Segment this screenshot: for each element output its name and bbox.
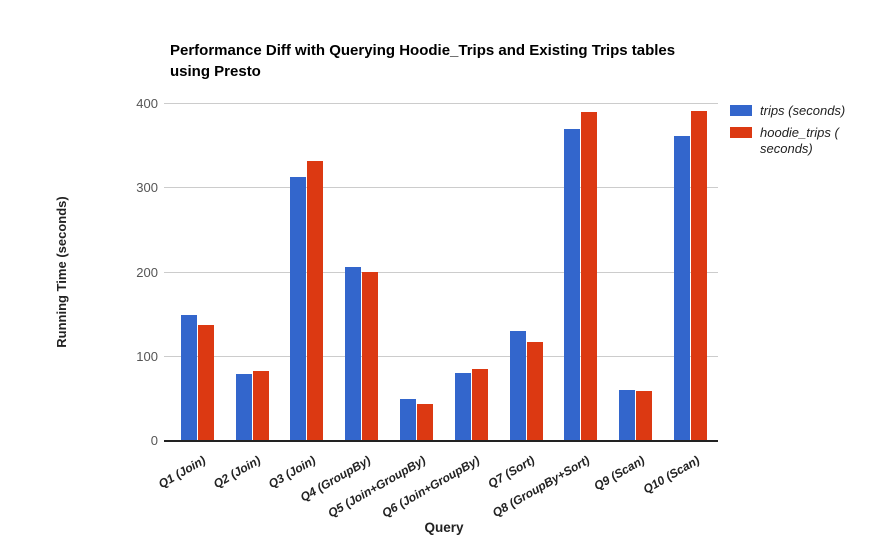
chart-title-line-1: Performance Diff with Querying Hoodie_Tr…: [170, 42, 676, 59]
bar-group: [554, 104, 609, 441]
bar[interactable]: [290, 177, 307, 441]
gridline: [164, 271, 718, 273]
bar[interactable]: [581, 112, 598, 441]
legend-item[interactable]: hoodie_trips ( seconds): [730, 125, 880, 157]
bar[interactable]: [235, 373, 252, 441]
bar-group: [280, 104, 335, 441]
bar[interactable]: [454, 372, 471, 441]
y-tick-label: 100: [136, 348, 158, 364]
gridline: [164, 187, 718, 189]
chart-title: Performance Diff with Querying Hoodie_Tr…: [170, 40, 770, 82]
legend-swatch: [730, 105, 752, 116]
bar-group: [389, 104, 444, 441]
y-tick-label: 400: [136, 96, 158, 111]
bar-group: [170, 104, 225, 441]
bar[interactable]: [619, 390, 636, 441]
legend-label: hoodie_trips ( seconds): [760, 125, 839, 156]
bar[interactable]: [691, 110, 708, 441]
bar[interactable]: [417, 403, 434, 441]
bar-group: [499, 104, 554, 441]
y-tick-label: 300: [136, 180, 158, 196]
legend-item[interactable]: trips (seconds): [730, 103, 880, 119]
y-tick-label: 200: [136, 264, 158, 280]
plot-area: [164, 103, 718, 442]
bar-group: [608, 104, 663, 441]
x-axis-title: Query: [424, 520, 464, 535]
bar[interactable]: [526, 342, 543, 441]
bar[interactable]: [197, 324, 214, 441]
bar[interactable]: [674, 136, 691, 441]
legend: trips (seconds) hoodie_trips ( seconds): [730, 103, 880, 163]
x-axis-baseline: [164, 440, 718, 442]
bar-group: [225, 104, 280, 441]
bar-group: [663, 104, 718, 441]
bar-group: [334, 104, 389, 441]
y-axis-title: Running Time (seconds): [54, 196, 69, 348]
bar-groups: [170, 104, 718, 441]
gridline: [164, 103, 718, 104]
bar[interactable]: [252, 371, 269, 441]
chart-title-line-2: using Presto: [170, 63, 261, 80]
bar[interactable]: [564, 129, 581, 441]
y-tick-labels: 0 100 200 300 400: [110, 96, 158, 448]
legend-swatch: [730, 127, 752, 138]
bar[interactable]: [509, 330, 526, 441]
bar-group: [444, 104, 499, 441]
gridline: [164, 355, 718, 357]
bar[interactable]: [180, 314, 197, 441]
bar[interactable]: [636, 391, 653, 441]
bar[interactable]: [362, 271, 379, 441]
legend-label: trips (seconds): [760, 103, 846, 118]
bar[interactable]: [345, 266, 362, 441]
bar[interactable]: [307, 161, 324, 441]
y-tick-label: 0: [150, 433, 158, 448]
bar[interactable]: [471, 369, 488, 441]
bar[interactable]: [400, 398, 417, 441]
